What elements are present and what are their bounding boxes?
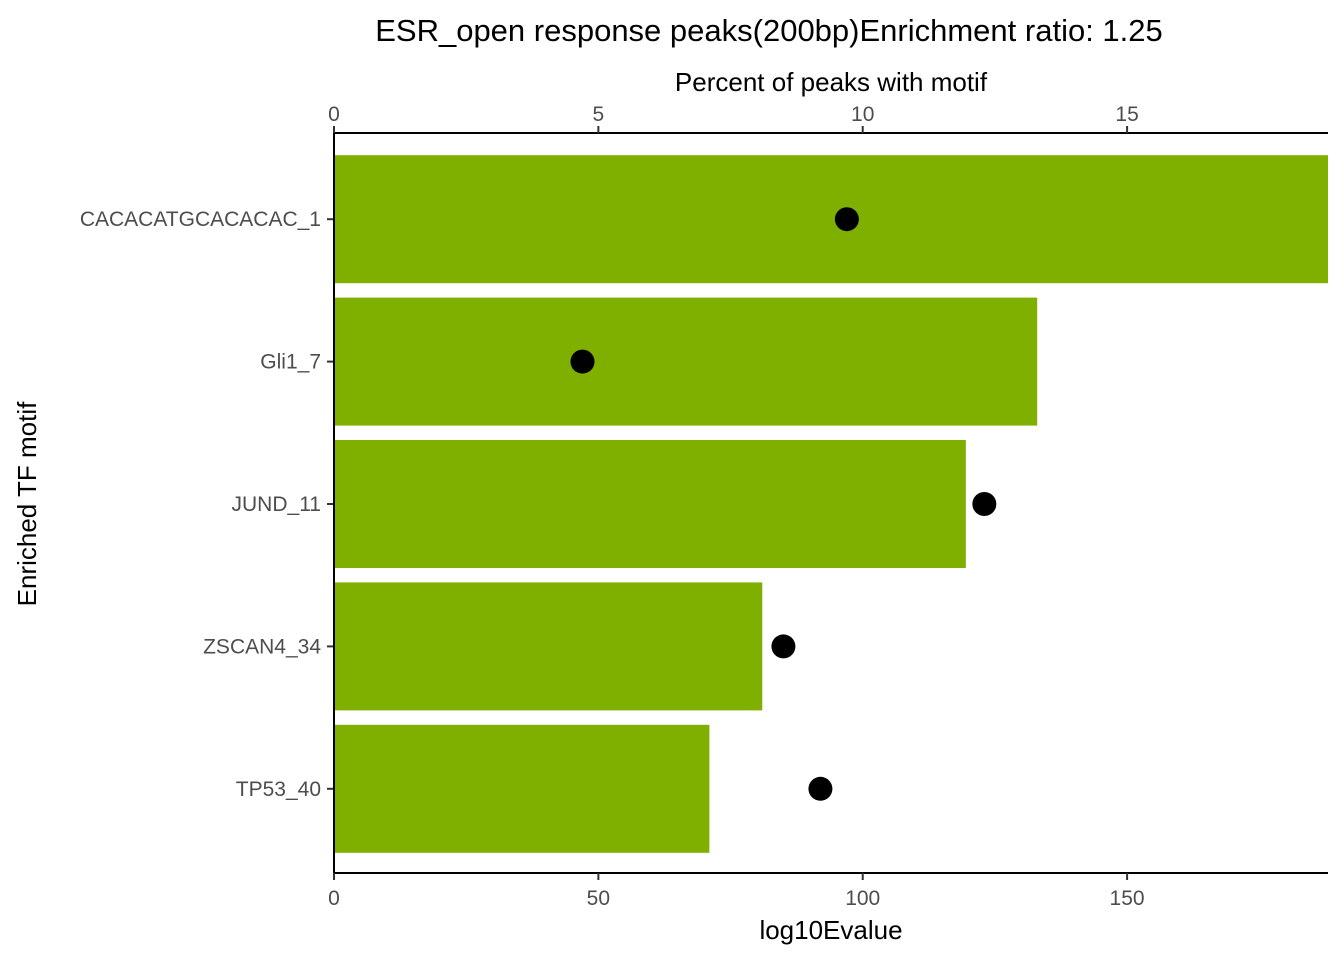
x-tick-label-0: 0 [328,887,340,910]
x-tick-label-2: 100 [845,887,880,910]
y-tick-label-3: ZSCAN4_34 [203,635,321,658]
bar-2 [334,440,966,568]
point-1 [570,349,595,374]
bars [334,155,1328,853]
bar-1 [334,297,1038,426]
x-axis-title: log10Evalue [759,915,902,945]
bar-4 [334,724,710,853]
y-tick-label-0: CACACATGCACACAC_1 [80,208,321,231]
y-tick-label-1: Gli1_7 [260,351,321,374]
top-axis-title: Percent of peaks with motif [675,67,988,97]
top-tick-label-0: 0 [328,103,340,126]
bar-3 [334,582,763,711]
top-tick-label-2: 10 [851,103,874,126]
y-tick-label-2: JUND_11 [232,493,321,516]
y-tick-label-4: TP53_40 [236,778,321,801]
point-0 [834,207,859,232]
top-tick-label-3: 15 [1115,103,1138,126]
axes: CACACATGCACACAC_1 Gli1_7 JUND_11 ZSCAN4_34 T… [80,103,1328,910]
point-4 [808,776,833,801]
bar-0 [334,155,1328,284]
point-2 [972,492,997,516]
point-3 [771,634,796,659]
x-tick-label-1: 50 [587,887,610,910]
y-axis-title: Enriched TF motif [12,401,42,606]
points [570,207,997,801]
top-tick-label-1: 5 [593,103,605,126]
chart-title: ESR_open response peaks(200bp)Enrichment… [375,13,1163,48]
x-tick-label-3: 150 [1110,887,1145,910]
